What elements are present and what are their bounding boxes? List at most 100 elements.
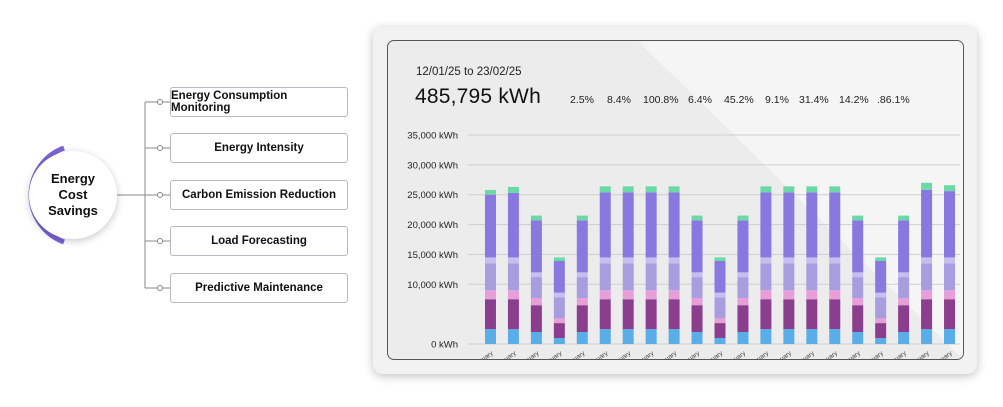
x-tick-label: January bbox=[655, 349, 679, 360]
percent-stat: 45.2% bbox=[724, 94, 754, 106]
x-tick-label: January bbox=[747, 349, 771, 360]
bar-segment bbox=[668, 290, 680, 300]
x-tick-label: January bbox=[586, 349, 610, 360]
bar-segment bbox=[829, 257, 841, 264]
bar-segment bbox=[576, 305, 588, 333]
bar-segment bbox=[806, 329, 818, 344]
x-tick-label: January bbox=[770, 349, 794, 360]
bar-segment bbox=[507, 329, 519, 344]
total-consumption: 485,795 kWh bbox=[415, 85, 541, 108]
bar-segment bbox=[875, 257, 887, 261]
bar-segment bbox=[783, 257, 795, 264]
feature-energy-consumption-monitoring[interactable]: Energy Consumption Monitoring bbox=[170, 87, 348, 117]
bar-segment bbox=[622, 290, 634, 300]
bar-segment bbox=[829, 329, 841, 344]
bar-segment bbox=[553, 318, 565, 324]
feature-load-forecasting[interactable]: Load Forecasting bbox=[170, 226, 348, 256]
bar-segment bbox=[622, 186, 634, 193]
bar-segment bbox=[668, 186, 680, 193]
bar-segment bbox=[553, 297, 565, 319]
bar-segment bbox=[691, 220, 703, 273]
bar-segment bbox=[806, 257, 818, 264]
bar-segment bbox=[714, 338, 726, 344]
bar-segment bbox=[829, 186, 841, 193]
bar-segment bbox=[737, 220, 749, 273]
bar-segment bbox=[530, 272, 542, 278]
bar-segment bbox=[714, 257, 726, 261]
bar-segment bbox=[691, 298, 703, 306]
bar-segment bbox=[553, 260, 565, 293]
bar-segment bbox=[484, 263, 496, 291]
bar-segment bbox=[484, 194, 496, 258]
bar-segment bbox=[599, 329, 611, 344]
bar-segment bbox=[484, 290, 496, 300]
feature-energy-intensity[interactable]: Energy Intensity bbox=[170, 133, 348, 163]
bar-segment bbox=[645, 192, 657, 258]
bar-segment bbox=[852, 332, 864, 344]
x-tick-label: January bbox=[632, 349, 656, 360]
x-tick-label: January bbox=[472, 349, 496, 360]
bar-segment bbox=[944, 191, 956, 258]
bar-segment bbox=[898, 298, 910, 306]
x-tick-label: January bbox=[495, 349, 519, 360]
bar-segment bbox=[507, 290, 519, 300]
bar-segment bbox=[852, 277, 864, 299]
percent-stat: 100.8% bbox=[643, 94, 679, 106]
bar-segment bbox=[714, 318, 726, 324]
x-tick-label: January bbox=[701, 349, 725, 360]
bar-segment bbox=[599, 299, 611, 330]
bar-segment bbox=[645, 257, 657, 264]
x-tick-label: January bbox=[563, 349, 587, 360]
bar-segment bbox=[760, 186, 772, 193]
bar-segment bbox=[921, 263, 933, 291]
bar-segment bbox=[622, 257, 634, 264]
bar-segment bbox=[576, 220, 588, 273]
y-tick-label: 30,000 kWh bbox=[407, 160, 458, 171]
stacked-bar-chart: 0 kWh 10,000 kWh 15,000 kWh 20,000 kWh 25,00… bbox=[407, 131, 960, 360]
percent-stat: .86.1% bbox=[877, 94, 910, 106]
x-tick-label: January bbox=[724, 349, 748, 360]
bar-segment bbox=[944, 185, 956, 192]
bar-segment bbox=[806, 192, 818, 258]
bar-segment bbox=[806, 263, 818, 291]
feature-predictive-maintenance[interactable]: Predictive Maintenance bbox=[170, 273, 348, 303]
bar-segment bbox=[645, 329, 657, 344]
bar-segment bbox=[852, 305, 864, 333]
bar-segment bbox=[806, 290, 818, 300]
bar-segment bbox=[898, 305, 910, 333]
bar-segment bbox=[921, 257, 933, 264]
bar-segment bbox=[921, 182, 933, 190]
feature-carbon-emission-reduction[interactable]: Carbon Emission Reduction bbox=[170, 180, 348, 210]
bar-segment bbox=[944, 257, 956, 264]
bar-segment bbox=[737, 332, 749, 344]
percent-stat: 9.1% bbox=[765, 94, 789, 106]
bar-segment bbox=[783, 263, 795, 291]
bar-segment bbox=[852, 220, 864, 273]
x-tick-label: January bbox=[862, 349, 886, 360]
bar-segment bbox=[783, 329, 795, 344]
y-tick-label: 35,000 kWh bbox=[407, 131, 458, 142]
x-tick-label: January bbox=[518, 349, 542, 360]
bar-segment bbox=[760, 263, 772, 291]
bar-segment bbox=[921, 189, 933, 258]
bar-segment bbox=[507, 257, 519, 264]
bar-segment bbox=[507, 263, 519, 291]
bar-segment bbox=[737, 272, 749, 278]
bar-segment bbox=[622, 329, 634, 344]
bar-segment bbox=[553, 257, 565, 261]
bar-segment bbox=[484, 257, 496, 264]
bar-segment bbox=[921, 299, 933, 330]
bar-segment bbox=[599, 290, 611, 300]
bar-segment bbox=[898, 332, 910, 344]
bar-segment bbox=[530, 332, 542, 344]
bar-segment bbox=[645, 299, 657, 330]
bar-segment bbox=[783, 186, 795, 193]
bar-segment bbox=[714, 323, 726, 339]
percent-stat: 14.2% bbox=[839, 94, 869, 106]
bar-segment bbox=[783, 299, 795, 330]
bar-segment bbox=[760, 257, 772, 264]
bar-segment bbox=[668, 192, 680, 258]
y-tick-label: 20,000 kWh bbox=[407, 220, 458, 231]
bar-segment bbox=[944, 263, 956, 291]
bar-segment bbox=[852, 272, 864, 278]
